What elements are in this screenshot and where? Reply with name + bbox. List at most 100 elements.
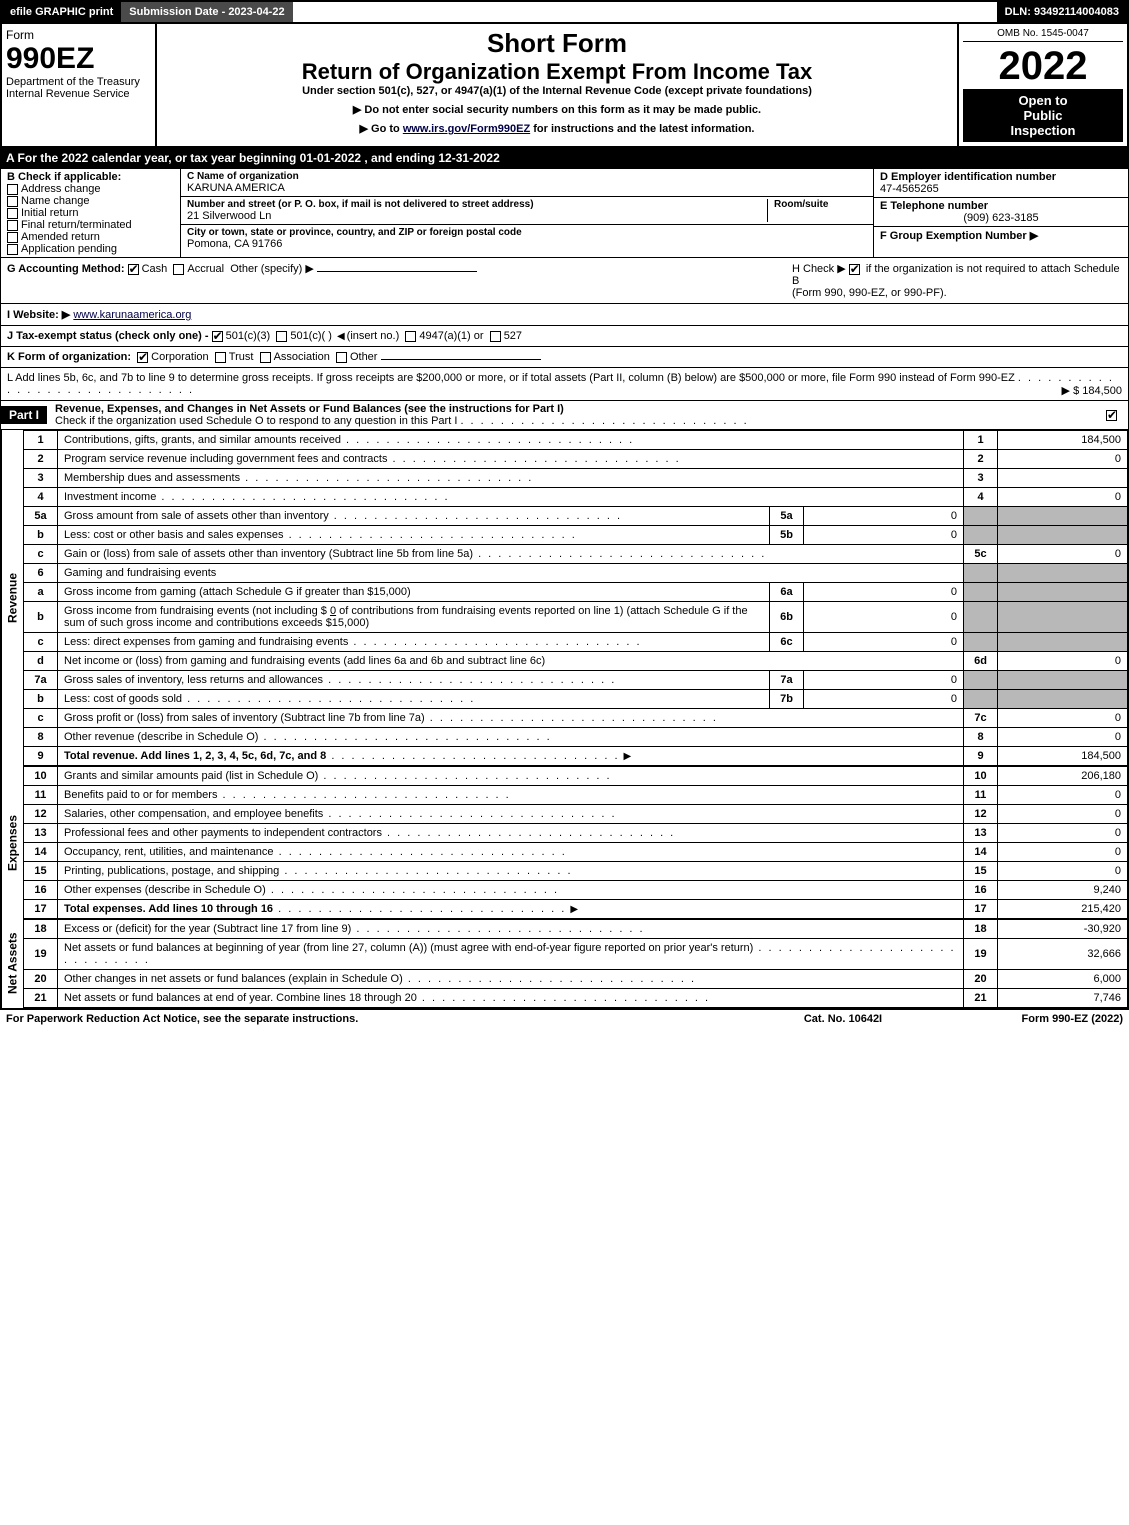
line-10: 10Grants and similar amounts paid (list … [24, 767, 1128, 786]
efile-print-label: efile GRAPHIC print [2, 2, 121, 22]
l-amount: ▶ $ 184,500 [1062, 384, 1122, 397]
chk-amended-return[interactable]: Amended return [7, 231, 174, 243]
expenses-tab: Expenses [1, 766, 23, 919]
line-5a: 5aGross amount from sale of assets other… [24, 507, 1128, 526]
b-heading: B Check if applicable: [7, 171, 174, 183]
line-7a: 7aGross sales of inventory, less returns… [24, 671, 1128, 690]
under-section: Under section 501(c), 527, or 4947(a)(1)… [161, 85, 953, 97]
form-label: Form [6, 28, 151, 42]
revenue-table: 1Contributions, gifts, grants, and simil… [23, 430, 1128, 766]
d-ein-label: D Employer identification number [880, 171, 1122, 183]
net-assets-tab: Net Assets [1, 919, 23, 1008]
header-left: Form 990EZ Department of the Treasury In… [2, 24, 157, 146]
line-12: 12Salaries, other compensation, and empl… [24, 805, 1128, 824]
chk-4947[interactable] [405, 331, 416, 342]
top-bar: efile GRAPHIC print Submission Date - 20… [0, 0, 1129, 24]
paperwork-notice: For Paperwork Reduction Act Notice, see … [6, 1013, 743, 1025]
line-19: 19Net assets or fund balances at beginni… [24, 939, 1128, 970]
e-phone-label: E Telephone number [880, 200, 1122, 212]
dept-irs: Internal Revenue Service [6, 88, 151, 100]
f-group-label: F Group Exemption Number ▶ [880, 229, 1122, 242]
k-label: K Form of organization: [7, 351, 131, 363]
website-link[interactable]: www.karunaamerica.org [73, 309, 191, 321]
chk-501c[interactable] [276, 331, 287, 342]
line-1: 1Contributions, gifts, grants, and simil… [24, 431, 1128, 450]
phone-value: (909) 623-3185 [880, 212, 1122, 224]
line-18: 18Excess or (deficit) for the year (Subt… [24, 920, 1128, 939]
revenue-section: Revenue 1Contributions, gifts, grants, a… [0, 430, 1129, 766]
line-8: 8Other revenue (describe in Schedule O)8… [24, 728, 1128, 747]
section-b: B Check if applicable: Address change Na… [1, 169, 181, 257]
chk-501c3[interactable] [212, 331, 223, 342]
line-6a: aGross income from gaming (attach Schedu… [24, 583, 1128, 602]
line-6: 6Gaming and fundraising events [24, 564, 1128, 583]
chk-final-return[interactable]: Final return/terminated [7, 219, 174, 231]
line-4: 4Investment income40 [24, 488, 1128, 507]
omb-number: OMB No. 1545-0047 [963, 28, 1123, 42]
org-name: KARUNA AMERICA [187, 182, 867, 194]
line-13: 13Professional fees and other payments t… [24, 824, 1128, 843]
h-check-label: H Check ▶ [792, 263, 846, 275]
expenses-section: Expenses 10Grants and similar amounts pa… [0, 766, 1129, 919]
chk-527[interactable] [490, 331, 501, 342]
i-label: I Website: ▶ [7, 309, 70, 321]
h-text3: (Form 990, 990-EZ, or 990-PF). [792, 287, 947, 299]
line-17: 17Total expenses. Add lines 10 through 1… [24, 900, 1128, 919]
open-line3: Inspection [967, 123, 1119, 138]
j-label: J Tax-exempt status (check only one) - [7, 330, 212, 342]
irs-link[interactable]: www.irs.gov/Form990EZ [403, 123, 530, 135]
section-bcd: B Check if applicable: Address change Na… [0, 168, 1129, 258]
g-other: Other (specify) ▶ [230, 263, 314, 275]
chk-h-not-required[interactable] [849, 264, 860, 275]
row-l-gross-receipts: L Add lines 5b, 6c, and 7b to line 9 to … [0, 368, 1129, 401]
line-9: 9Total revenue. Add lines 1, 2, 3, 4, 5c… [24, 747, 1128, 766]
chk-other-org[interactable] [336, 352, 347, 363]
line-7b: bLess: cost of goods sold7b0 [24, 690, 1128, 709]
c-city-label: City or town, state or province, country… [187, 227, 867, 238]
revenue-tab: Revenue [1, 430, 23, 766]
line-6d: dNet income or (loss) from gaming and fu… [24, 652, 1128, 671]
line-3: 3Membership dues and assessments3 [24, 469, 1128, 488]
line-5c: cGain or (loss) from sale of assets othe… [24, 545, 1128, 564]
net-assets-section: Net Assets 18Excess or (deficit) for the… [0, 919, 1129, 1009]
chk-initial-return[interactable]: Initial return [7, 207, 174, 219]
line-15: 15Printing, publications, postage, and s… [24, 862, 1128, 881]
chk-address-change[interactable]: Address change [7, 183, 174, 195]
row-j-tax-exempt: J Tax-exempt status (check only one) - 5… [0, 326, 1129, 347]
goto-pre: ▶ Go to [360, 123, 403, 135]
chk-name-change[interactable]: Name change [7, 195, 174, 207]
line-a-calendar-year: A For the 2022 calendar year, or tax yea… [0, 148, 1129, 168]
chk-association[interactable] [260, 352, 271, 363]
line-16: 16Other expenses (describe in Schedule O… [24, 881, 1128, 900]
line-14: 14Occupancy, rent, utilities, and mainte… [24, 843, 1128, 862]
chk-corporation[interactable] [137, 352, 148, 363]
dept-treasury: Department of the Treasury [6, 76, 151, 88]
line-11: 11Benefits paid to or for members110 [24, 786, 1128, 805]
chk-accrual[interactable] [173, 264, 184, 275]
chk-schedule-o[interactable] [1106, 410, 1117, 421]
part-i-title: Revenue, Expenses, and Changes in Net As… [55, 403, 564, 415]
row-gh: G Accounting Method: Cash Accrual Other … [0, 258, 1129, 304]
goto-instructions: ▶ Go to www.irs.gov/Form990EZ for instru… [161, 122, 953, 135]
chk-trust[interactable] [215, 352, 226, 363]
chk-cash[interactable] [128, 264, 139, 275]
form-ref: Form 990-EZ (2022) [943, 1013, 1123, 1025]
part-i-label: Part I [1, 406, 47, 424]
line-5b: bLess: cost or other basis and sales exp… [24, 526, 1128, 545]
c-name-label: C Name of organization [187, 171, 867, 182]
chk-application-pending[interactable]: Application pending [7, 243, 174, 255]
line-20: 20Other changes in net assets or fund ba… [24, 970, 1128, 989]
open-to-public: Open to Public Inspection [963, 89, 1123, 142]
row-k-form-org: K Form of organization: Corporation Trus… [0, 347, 1129, 368]
line-6c: cLess: direct expenses from gaming and f… [24, 633, 1128, 652]
part-i-sub: Check if the organization used Schedule … [55, 415, 457, 427]
part-i-header: Part I Revenue, Expenses, and Changes in… [0, 401, 1129, 430]
line-7c: cGross profit or (loss) from sales of in… [24, 709, 1128, 728]
org-street: 21 Silverwood Ln [187, 210, 767, 222]
ein-value: 47-4565265 [880, 183, 1122, 195]
line-2: 2Program service revenue including gover… [24, 450, 1128, 469]
goto-post: for instructions and the latest informat… [530, 123, 754, 135]
return-title: Return of Organization Exempt From Incom… [161, 59, 953, 85]
open-line1: Open to [967, 93, 1119, 108]
org-city: Pomona, CA 91766 [187, 238, 867, 250]
